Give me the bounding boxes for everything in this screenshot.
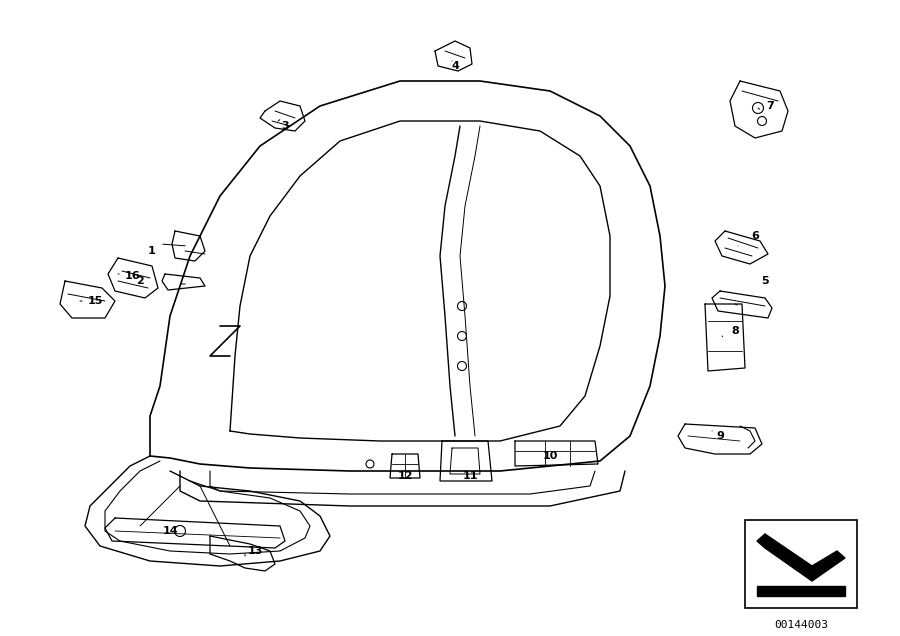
Text: 12: 12 xyxy=(397,471,413,481)
Text: 9: 9 xyxy=(716,431,724,441)
Text: 16: 16 xyxy=(124,271,140,281)
Text: 3: 3 xyxy=(281,121,289,131)
Text: 6: 6 xyxy=(752,231,759,241)
Text: 15: 15 xyxy=(87,296,103,306)
FancyBboxPatch shape xyxy=(745,520,857,608)
Text: 1: 1 xyxy=(148,246,156,256)
Polygon shape xyxy=(757,586,845,596)
Text: 10: 10 xyxy=(543,451,558,461)
Text: 14: 14 xyxy=(162,526,178,536)
Text: 5: 5 xyxy=(761,276,769,286)
Text: 00144003: 00144003 xyxy=(774,620,828,630)
Text: 13: 13 xyxy=(248,546,263,556)
Text: 2: 2 xyxy=(136,276,144,286)
Text: 8: 8 xyxy=(731,326,739,336)
Text: 4: 4 xyxy=(451,61,459,71)
Polygon shape xyxy=(757,534,845,581)
Text: 7: 7 xyxy=(766,101,774,111)
Text: 11: 11 xyxy=(463,471,478,481)
